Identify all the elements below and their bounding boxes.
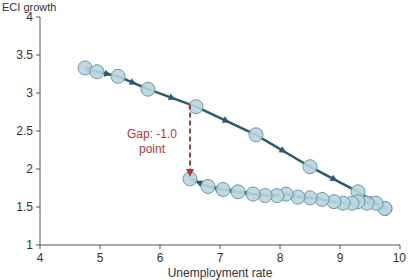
annotation-text: point [139,142,166,156]
y-tick-label: 2 [26,162,33,176]
x-tick-label: 5 [97,251,104,265]
point [246,187,260,201]
point [231,185,245,199]
x-tick-label: 7 [217,251,224,265]
y-tick-label: 3.5 [16,48,33,62]
point [216,183,230,197]
direction-arrow [129,78,138,87]
y-tick-label: 3 [26,86,33,100]
y-axis-label: ECI growth [2,1,56,13]
y-tick-label: 1 [26,238,33,252]
direction-arrow [330,175,339,184]
x-tick [340,245,341,249]
y-tick [36,93,40,94]
point [90,65,104,79]
x-tick-label: 9 [337,251,344,265]
x-tick-label: 6 [157,251,164,265]
point [141,82,155,96]
x-tick [220,245,221,249]
y-tick [36,245,40,246]
point [189,100,203,114]
y-tick-label: 1.5 [16,200,33,214]
y-tick-label: 2.5 [16,124,33,138]
series-line [85,68,385,209]
gap-annotation [186,104,194,176]
point [303,160,317,174]
x-tick [160,245,161,249]
y-tick [36,55,40,56]
x-tick [400,245,401,249]
plot-area [78,61,392,216]
point [201,179,215,193]
x-tick-label: 4 [37,251,44,265]
y-tick [36,169,40,170]
x-tick [280,245,281,249]
y-tick [36,17,40,18]
annotation-text: Gap: -1.0 [127,127,177,141]
x-tick [100,245,101,249]
direction-arrow [222,116,231,125]
y-tick [36,131,40,132]
x-tick-label: 10 [393,251,407,265]
x-axis-label: Unemployment rate [168,266,273,280]
gap-line [189,104,191,169]
gap-arrowhead [186,169,194,177]
direction-arrow [279,146,289,156]
x-tick-label: 8 [277,251,284,265]
y-tick [36,207,40,208]
direction-arrow [168,94,177,103]
point [111,69,125,83]
point [249,128,263,142]
chart: 11.522.533.5445678910ECI growthUnemploym… [0,0,420,280]
x-tick [40,245,41,249]
